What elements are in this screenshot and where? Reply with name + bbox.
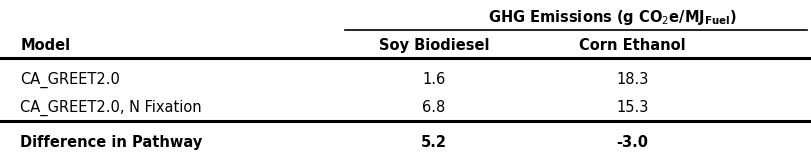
Text: 15.3: 15.3 bbox=[616, 100, 649, 115]
Text: Model: Model bbox=[20, 38, 71, 53]
Text: CA_GREET2.0: CA_GREET2.0 bbox=[20, 72, 120, 88]
Text: 6.8: 6.8 bbox=[423, 100, 445, 115]
Text: -3.0: -3.0 bbox=[616, 135, 649, 150]
Text: Soy Biodiesel: Soy Biodiesel bbox=[379, 38, 489, 53]
Text: 18.3: 18.3 bbox=[616, 72, 649, 87]
Text: 5.2: 5.2 bbox=[421, 135, 447, 150]
Text: Corn Ethanol: Corn Ethanol bbox=[579, 38, 686, 53]
Text: Difference in Pathway: Difference in Pathway bbox=[20, 135, 203, 150]
Text: 1.6: 1.6 bbox=[423, 72, 445, 87]
Text: CA_GREET2.0, N Fixation: CA_GREET2.0, N Fixation bbox=[20, 100, 202, 116]
Text: GHG Emissions (g CO$_2$e/MJ$_{\mathregular{Fuel}}$): GHG Emissions (g CO$_2$e/MJ$_{\mathregul… bbox=[488, 8, 736, 27]
